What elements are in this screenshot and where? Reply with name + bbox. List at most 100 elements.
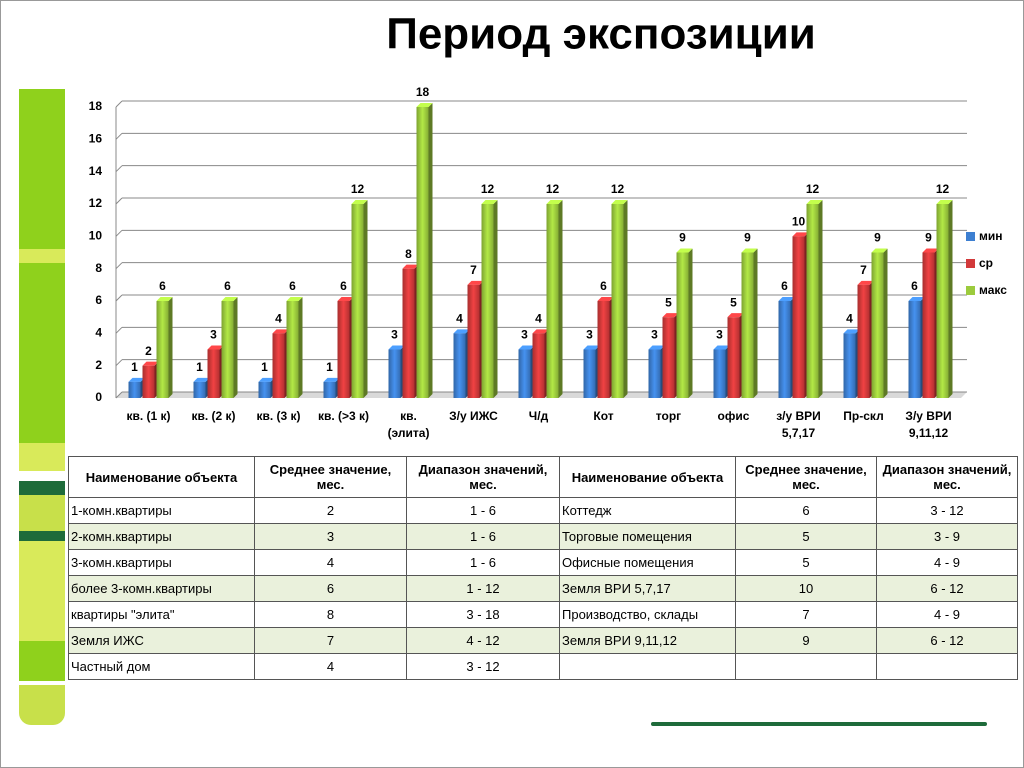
grid-line (115, 165, 123, 173)
value-label: 2 (145, 344, 152, 358)
value-label: 9 (744, 231, 751, 245)
chart: Период экспозиции 0246810121416181261361… (89, 10, 1008, 405)
value-label: 4 (535, 312, 542, 326)
bar (843, 333, 856, 398)
value-label: 10 (792, 215, 806, 229)
legend-swatch (966, 232, 975, 241)
value-label: 3 (521, 328, 528, 342)
bar-side (168, 297, 173, 398)
bar-top (727, 313, 744, 318)
table: Наименование объекта Среднее значение, ме… (68, 456, 1018, 680)
table-cell: Производство, склады (559, 601, 736, 628)
bar (193, 381, 206, 398)
bar (518, 349, 531, 398)
table-cell: Среднее значение, мес. (735, 456, 877, 498)
table-cell: 5 (735, 549, 877, 576)
table-cell: 8 (254, 601, 407, 628)
bar-top (546, 200, 563, 204)
bar-top (258, 377, 275, 382)
decor (19, 641, 65, 681)
bar-top (272, 329, 289, 334)
value-label: 5 (665, 295, 672, 309)
bar (936, 204, 949, 398)
decor (19, 531, 65, 541)
grid-line (115, 100, 123, 108)
grid-line (115, 262, 123, 270)
x-tick-label: Кот (593, 409, 614, 423)
bar (792, 236, 805, 398)
table-cell: 3 - 12 (406, 653, 560, 680)
bar-top (481, 200, 498, 204)
x-tick-label: Пр-скл (843, 409, 884, 423)
table-cell: 4 - 12 (406, 627, 560, 654)
bar (778, 301, 791, 398)
table-cell: 4 - 9 (876, 549, 1018, 576)
value-label: 3 (210, 328, 217, 342)
bar-side (493, 200, 498, 398)
x-tick-label: Ч/д (528, 409, 549, 423)
bar (142, 365, 155, 398)
value-label: 5 (730, 295, 737, 309)
x-tick-label: офис (717, 409, 750, 423)
y-tick-label: 2 (95, 358, 102, 372)
bar (258, 381, 271, 398)
decor (19, 263, 65, 443)
decor (19, 685, 65, 725)
value-label: 9 (874, 231, 881, 245)
bar (611, 204, 624, 398)
table-cell: 1 - 6 (406, 497, 560, 524)
table-cell: 3 (254, 523, 407, 550)
table-cell: Наименование объекта (559, 456, 736, 498)
bar (416, 107, 429, 398)
value-label: 7 (470, 263, 477, 277)
value-label: 6 (289, 279, 296, 293)
bar-top (662, 313, 679, 318)
bar (597, 301, 610, 398)
x-tick-label: торг (655, 409, 682, 423)
y-tick-label: 6 (95, 293, 102, 307)
bar (741, 252, 754, 398)
value-label: 6 (159, 279, 166, 293)
value-label: 3 (586, 328, 593, 342)
bar (908, 301, 921, 398)
table-cell: Диапазон значений, мес. (406, 456, 560, 498)
table-row: 2-комн.квартиры 3 1 - 6 Торговые помещения 5… (68, 523, 1018, 550)
table-cell: 1 - 6 (406, 523, 560, 550)
value-label: 6 (600, 279, 607, 293)
value-label: 4 (275, 312, 282, 326)
value-label: 12 (611, 182, 625, 196)
value-label: 6 (911, 279, 918, 293)
table-cell: 3 - 12 (876, 497, 1018, 524)
table-cell: 1-комн.квартиры (68, 497, 255, 524)
decor (19, 249, 65, 263)
grid-line (115, 229, 123, 237)
value-label: 12 (936, 182, 950, 196)
bar-top (467, 280, 484, 285)
bar (648, 349, 661, 398)
bar-top (532, 329, 549, 334)
y-tick-label: 12 (89, 196, 103, 210)
bar-top (857, 280, 874, 285)
table-cell: Земля ВРИ 5,7,17 (559, 575, 736, 602)
bar (351, 204, 364, 398)
bar-top (416, 103, 433, 107)
value-label: 8 (405, 247, 412, 261)
table-cell: 6 - 12 (876, 575, 1018, 602)
bar-top (648, 345, 665, 350)
bar (128, 381, 141, 398)
table-cell: Торговые помещения (559, 523, 736, 550)
table-cell: 6 (254, 575, 407, 602)
bar-side (883, 248, 888, 398)
bar-top (156, 297, 173, 301)
table-cell: Диапазон значений, мес. (876, 456, 1018, 498)
value-label: 7 (860, 263, 867, 277)
y-tick-label: 0 (95, 390, 102, 404)
decor (19, 495, 65, 531)
bar-top (871, 248, 888, 253)
bar-side (233, 297, 238, 398)
bar (583, 349, 596, 398)
x-tick-label: кв. (>3 к) (317, 409, 370, 423)
value-label: 1 (196, 360, 203, 374)
y-tick-label: 4 (95, 326, 102, 340)
table-cell: Офисные помещения (559, 549, 736, 576)
